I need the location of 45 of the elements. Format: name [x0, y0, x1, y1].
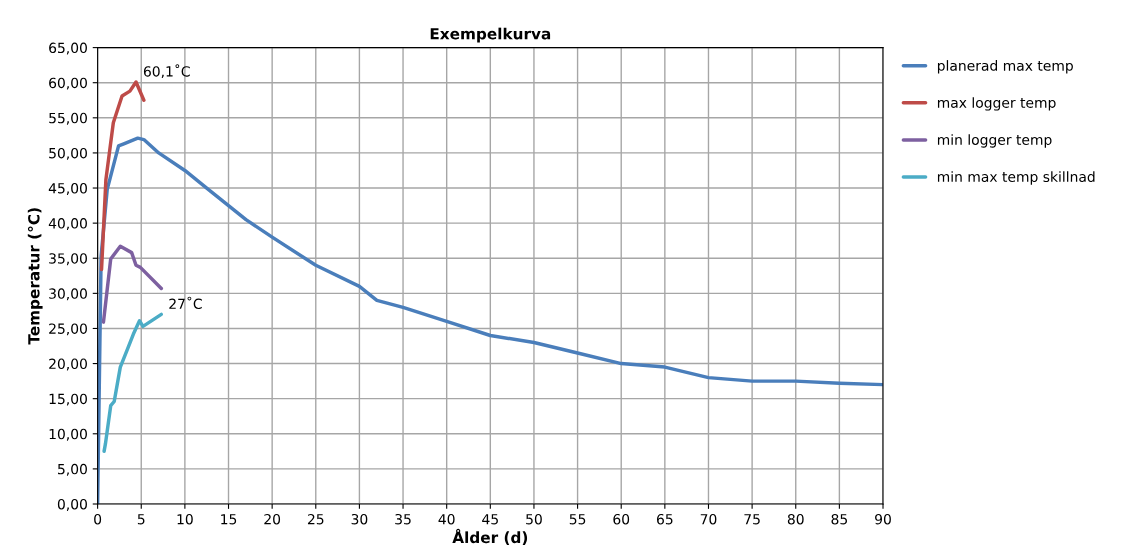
x-tick-label: 15: [221, 514, 237, 525]
y-tick-label: 35,00: [49, 253, 87, 266]
x-tick-label: 55: [569, 514, 586, 525]
y-tick-label: 65,00: [49, 42, 87, 55]
y-tick-label: 20,00: [49, 358, 87, 371]
x-tick-label: 65: [656, 513, 673, 525]
line-series: [101, 244, 164, 324]
chart-title: Exempelkurva: [430, 27, 551, 43]
legend-label: planerad max temp: [937, 60, 1073, 74]
x-tick-label: 10: [177, 513, 193, 525]
x-tick-label: 75: [744, 514, 760, 525]
y-axis-title: Temperatur (°C): [27, 208, 43, 345]
x-tick-label: 60: [613, 513, 630, 525]
y-tick-label: 0,00: [57, 498, 87, 511]
x-tick-label: 90: [875, 513, 891, 525]
line-series: [99, 80, 146, 272]
y-tick-label: 55,00: [49, 112, 87, 125]
legend-label: max logger temp: [937, 97, 1056, 111]
x-tick-label: 80: [787, 513, 804, 525]
x-tick-label: 40: [438, 513, 455, 525]
x-tick-label: 25: [307, 513, 324, 525]
legend-label: min logger temp: [937, 134, 1052, 148]
y-tick-label: 30,00: [49, 288, 87, 301]
y-tick-label: 5,00: [58, 463, 87, 476]
y-tick-label: 45,00: [48, 183, 87, 195]
x-tick-label: 70: [700, 513, 717, 525]
y-tick-label: 40,00: [48, 218, 87, 231]
legend-label: min max temp skillnad: [937, 171, 1095, 185]
y-tick-label: 15,00: [49, 393, 87, 406]
x-tick-label: 30: [351, 513, 368, 525]
x-axis-title: Ålder (d): [452, 528, 528, 545]
line-series: [102, 312, 164, 454]
x-tick-label: 50: [526, 513, 542, 525]
annotation: 60,1˚C: [143, 64, 190, 79]
y-tick-label: 25,00: [49, 323, 87, 336]
y-tick-label: 60,00: [49, 77, 87, 90]
annotation: 27˚C: [169, 296, 202, 310]
x-tick-label: 5: [137, 514, 145, 525]
x-tick-label: 35: [395, 513, 411, 525]
y-tick-label: 10,00: [49, 428, 87, 441]
x-tick-label: 20: [264, 513, 281, 525]
x-tick-label: 85: [831, 513, 847, 525]
y-tick-label: 50,00: [49, 147, 87, 160]
x-tick-label: 45: [482, 514, 498, 525]
x-tick-label: 0: [94, 513, 102, 525]
